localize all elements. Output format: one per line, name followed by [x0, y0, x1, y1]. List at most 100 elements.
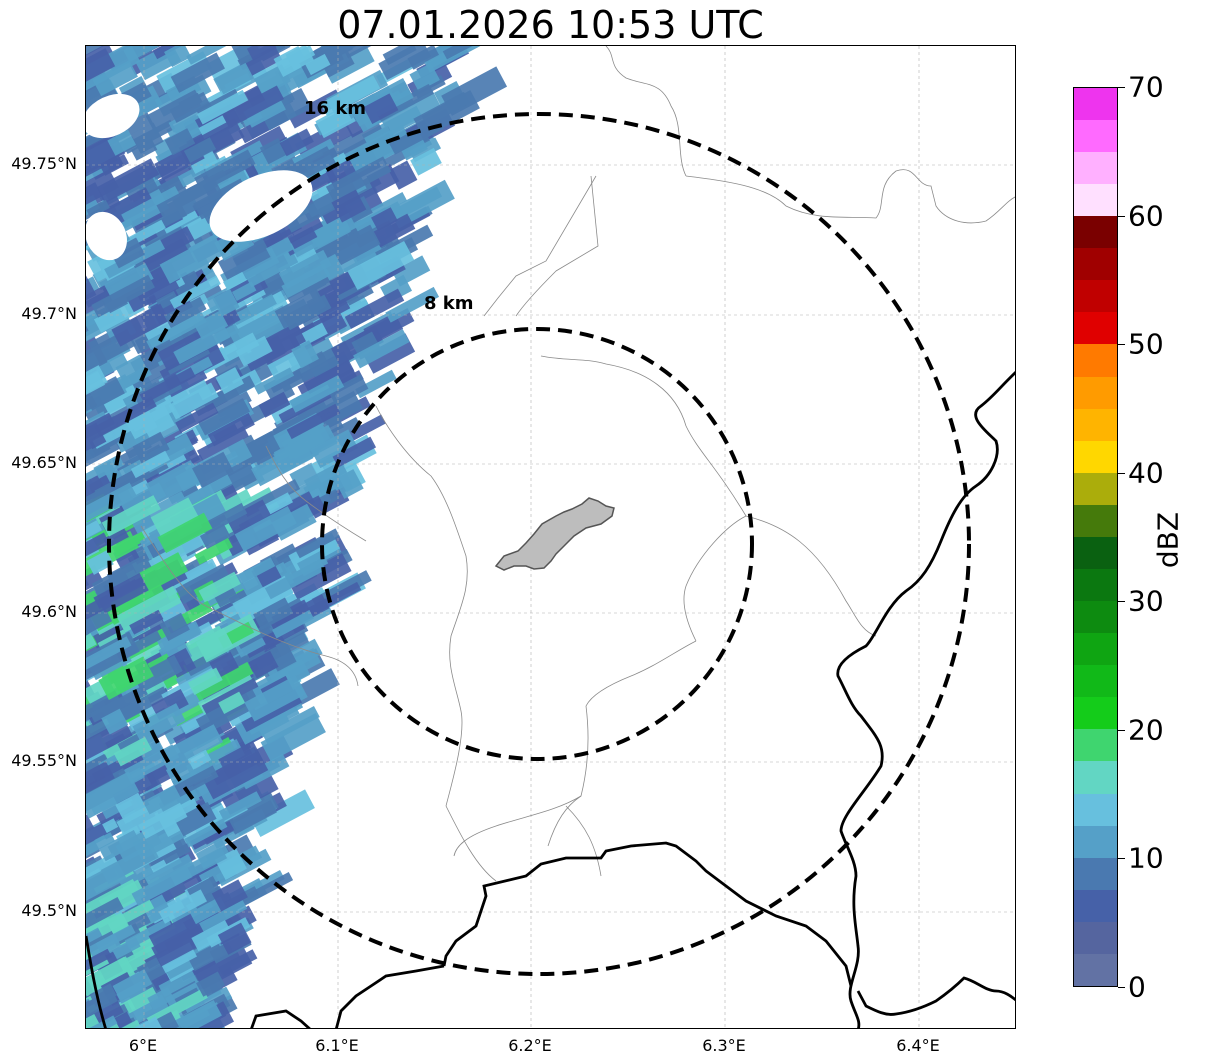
radar-echo-bin [159, 235, 225, 284]
radar-echo-bin [101, 495, 161, 537]
radar-echo-bin [380, 90, 443, 137]
radar-echo-bin [330, 224, 381, 266]
radar-echo-bin [211, 879, 248, 912]
colorbar-segment [1074, 408, 1117, 441]
colorbar-tick-label: 0 [1128, 970, 1146, 1004]
radar-echo-bin [283, 191, 340, 233]
latitude-label: 49.7°N [21, 304, 77, 323]
radar-echo-bin [286, 403, 341, 440]
radar-echo-bin [115, 354, 151, 388]
radar-echo-bin [89, 983, 117, 1007]
radar-echo-bin [226, 499, 273, 538]
radar-echo-bin [353, 329, 410, 369]
radar-echo-bin [207, 412, 255, 447]
radar-echo-bin [86, 199, 110, 219]
radar-echo-bin [86, 509, 105, 553]
radar-echo-bin [86, 344, 108, 385]
radar-echo-bin [104, 262, 154, 301]
colorbar-segment [1074, 761, 1117, 794]
radar-echo-bin [325, 156, 392, 202]
radar-echo-bin [86, 761, 115, 798]
radar-echo-bin [132, 703, 186, 744]
radar-echo-bin [101, 708, 129, 735]
latitude-label: 49.55°N [11, 751, 77, 770]
colorbar-segment [1074, 665, 1117, 698]
radar-echo-bin [186, 46, 248, 65]
colorbar-tick-mark [1118, 344, 1125, 346]
radar-echo-bin [111, 303, 170, 347]
radar-echo-bin [175, 563, 232, 605]
colorbar-segment [1074, 184, 1117, 217]
colorbar-tick-mark [1118, 601, 1125, 603]
radar-map-canvas [86, 46, 1015, 1028]
radar-echo-bin [113, 736, 152, 767]
radar-echo-bin [86, 853, 119, 895]
radar-echo-bin [273, 424, 338, 473]
radar-echo-bin [278, 249, 332, 289]
longitude-label: 6.4°E [896, 1036, 940, 1055]
radar-echo-bin [193, 310, 229, 340]
radar-echo-bin [232, 871, 294, 911]
radar-echo-bin [328, 374, 369, 406]
latitude-label: 49.75°N [11, 154, 77, 173]
radar-echo-bin [168, 382, 219, 420]
radar-echo-bin [115, 549, 141, 570]
radar-echo-bin [86, 814, 95, 841]
radar-echo-bin [160, 621, 201, 653]
radar-echo-bin [86, 448, 96, 473]
radar-echo-bin [282, 294, 332, 331]
radar-echo-bin [109, 237, 146, 269]
radar-echo-bin [289, 375, 345, 413]
radar-echo-bin [86, 365, 108, 411]
colorbar-segment [1074, 729, 1117, 762]
radar-echo-bin [320, 75, 381, 117]
colorbar-segment [1074, 119, 1117, 152]
radar-echo-bin [218, 791, 262, 821]
colorbar-segment [1074, 312, 1117, 345]
radar-echo-bin [123, 173, 158, 201]
radar-echo-bin [262, 706, 320, 745]
radar-echo-bin [129, 491, 190, 534]
radar-echo-bin [94, 396, 157, 437]
radar-echo-bin [288, 553, 352, 600]
radar-echo-bin [131, 864, 193, 906]
radar-map[interactable]: 8 km 16 km [85, 45, 1016, 1029]
radar-echo-bin [130, 450, 171, 479]
radar-echo-bin [288, 226, 318, 250]
radar-echo-bin [371, 207, 398, 231]
radar-echo-bin [306, 169, 338, 193]
radar-echo-bin [142, 785, 181, 815]
radar-echo-bin [264, 559, 326, 600]
radar-echo-bin [86, 48, 116, 93]
radar-echo-bin [295, 528, 340, 559]
radar-echo-bin [442, 46, 479, 60]
colorbar-segment [1074, 793, 1117, 826]
colorbar-tick-mark [1118, 87, 1125, 88]
radar-echo-bin [86, 308, 103, 345]
radar-echo-bin [123, 986, 159, 1014]
radar-echo-bin [86, 550, 114, 575]
latitude-label: 49.65°N [11, 453, 77, 472]
colorbar-tick-label: 50 [1128, 327, 1164, 361]
radar-echo-bin [218, 691, 246, 714]
radar-echo-bin [156, 175, 224, 226]
radar-echo-bin [129, 609, 164, 635]
map-title: 07.01.2026 10:53 UTC [337, 3, 764, 47]
colorbar-segment [1074, 440, 1117, 473]
radar-echo-bin [86, 195, 101, 222]
radar-echo-bin [218, 740, 264, 779]
radar-echo-bin [228, 800, 277, 835]
dbz-colorbar [1073, 87, 1118, 987]
radar-echo-bin [86, 897, 124, 929]
radar-echo-bin [152, 46, 201, 60]
radar-echo-bin [246, 46, 277, 61]
radar-echo-bin [173, 325, 231, 365]
radar-echo-bin [266, 237, 295, 261]
radar-echo-bin [185, 738, 246, 782]
colorbar-tick-mark [1118, 472, 1125, 474]
radar-echo-bin [331, 189, 367, 223]
radar-echo-bin [347, 240, 415, 290]
radar-echo-bin [86, 395, 98, 426]
radar-echo-bin [199, 523, 231, 550]
radar-echo-bin [86, 832, 116, 864]
